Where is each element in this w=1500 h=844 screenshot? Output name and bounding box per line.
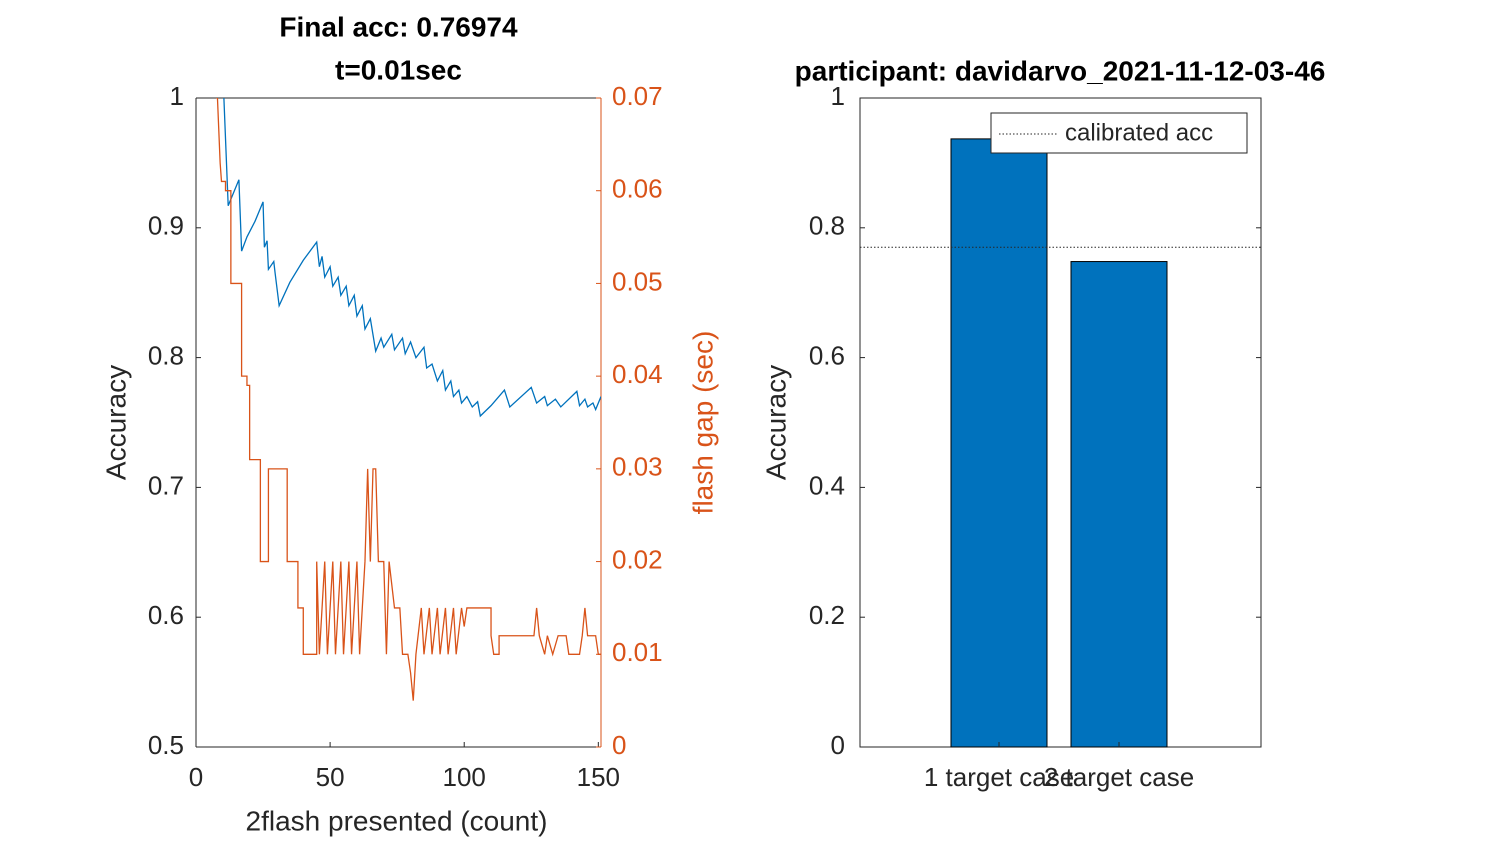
chart-title: Final acc: 0.76974 bbox=[279, 11, 518, 42]
chart-title: t=0.01sec bbox=[335, 54, 462, 85]
y-axis-label: Accuracy bbox=[760, 365, 791, 480]
y2-tick-label: 0.01 bbox=[612, 637, 663, 667]
y-tick-label: 0.4 bbox=[809, 470, 845, 500]
axes-box bbox=[859, 97, 1262, 748]
y-tick-label: 0.6 bbox=[809, 340, 845, 370]
y2-tick-label: 0 bbox=[612, 730, 626, 760]
y2-tick-label: 0.07 bbox=[612, 81, 663, 111]
y2-tick-label: 0.05 bbox=[612, 266, 663, 296]
y-tick-label: 0.2 bbox=[809, 600, 845, 630]
y2-tick-label: 0.04 bbox=[612, 359, 663, 389]
x-tick-label: 1 target case bbox=[924, 762, 1074, 792]
y-tick-label: 0.6 bbox=[148, 600, 184, 630]
y-tick-label: 0.5 bbox=[148, 730, 184, 760]
legend-label: calibrated acc bbox=[1065, 119, 1213, 146]
y-tick-label: 0.8 bbox=[809, 211, 845, 241]
x-tick-label: 0 bbox=[189, 762, 203, 792]
x-axis-label: 2flash presented (count) bbox=[246, 805, 548, 836]
data-line bbox=[216, 98, 601, 701]
x-tick-label: 150 bbox=[577, 762, 620, 792]
y-tick-label: 0.7 bbox=[148, 470, 184, 500]
x-tick-label: 50 bbox=[316, 762, 345, 792]
y2-tick-label: 0.06 bbox=[612, 174, 663, 204]
y2-tick-label: 0.02 bbox=[612, 544, 663, 574]
y-tick-label: 1 bbox=[831, 81, 845, 111]
x-tick-label: 100 bbox=[443, 762, 486, 792]
bar bbox=[950, 138, 1048, 748]
chart-title: participant: davidarvo_2021-11-12-03-46 bbox=[795, 55, 1326, 86]
data-line bbox=[223, 98, 601, 418]
y-tick-label: 0.8 bbox=[148, 340, 184, 370]
y-tick-label: 1 bbox=[170, 81, 184, 111]
y2-tick-label: 0.03 bbox=[612, 452, 663, 482]
y-tick-label: 0 bbox=[831, 730, 845, 760]
y-tick-label: 0.9 bbox=[148, 211, 184, 241]
bar bbox=[1070, 261, 1168, 748]
legend-box bbox=[990, 112, 1248, 154]
y-axis-label: Accuracy bbox=[100, 365, 131, 480]
plot-area bbox=[216, 98, 601, 701]
y2-axis-label: flash gap (sec) bbox=[687, 331, 718, 515]
x-tick-label: 2 target case bbox=[1044, 762, 1194, 792]
